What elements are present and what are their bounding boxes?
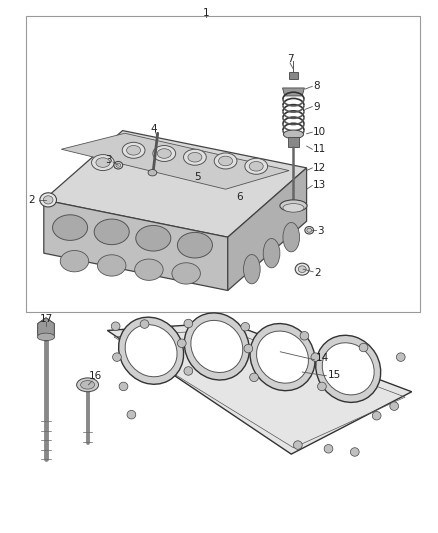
Ellipse shape	[324, 445, 333, 453]
Polygon shape	[44, 131, 307, 237]
Ellipse shape	[135, 259, 163, 280]
Ellipse shape	[136, 225, 171, 251]
Ellipse shape	[184, 319, 193, 328]
Ellipse shape	[316, 335, 381, 402]
Ellipse shape	[53, 215, 88, 240]
Ellipse shape	[295, 263, 309, 275]
Ellipse shape	[43, 196, 53, 204]
Ellipse shape	[244, 255, 260, 284]
Ellipse shape	[122, 142, 145, 158]
Ellipse shape	[125, 325, 177, 377]
Ellipse shape	[298, 266, 306, 272]
Ellipse shape	[97, 255, 126, 276]
Ellipse shape	[293, 441, 302, 449]
Ellipse shape	[214, 153, 237, 169]
Text: 11: 11	[313, 144, 326, 154]
Ellipse shape	[153, 146, 176, 161]
Ellipse shape	[241, 322, 250, 331]
Ellipse shape	[322, 343, 374, 395]
Text: 2: 2	[28, 195, 35, 205]
Ellipse shape	[283, 222, 300, 252]
Ellipse shape	[245, 158, 268, 174]
Text: 17: 17	[39, 314, 53, 324]
Ellipse shape	[60, 251, 88, 272]
Ellipse shape	[157, 149, 171, 158]
Ellipse shape	[127, 410, 136, 419]
Ellipse shape	[300, 332, 309, 340]
Ellipse shape	[390, 402, 399, 410]
Ellipse shape	[94, 219, 129, 245]
Ellipse shape	[114, 161, 123, 169]
Polygon shape	[61, 133, 289, 189]
Ellipse shape	[250, 373, 258, 382]
Text: 3: 3	[105, 155, 112, 165]
Text: 13: 13	[313, 181, 326, 190]
Polygon shape	[44, 200, 228, 290]
Text: 4: 4	[151, 124, 158, 134]
Text: 3: 3	[317, 227, 324, 236]
Ellipse shape	[249, 161, 263, 171]
Ellipse shape	[77, 378, 99, 392]
Text: 7: 7	[286, 54, 293, 63]
Polygon shape	[283, 88, 304, 96]
Ellipse shape	[280, 200, 307, 212]
Text: 6: 6	[237, 192, 244, 202]
Ellipse shape	[184, 149, 206, 165]
Ellipse shape	[359, 343, 368, 352]
Ellipse shape	[81, 381, 95, 389]
Ellipse shape	[307, 228, 311, 232]
Ellipse shape	[37, 333, 55, 341]
Ellipse shape	[263, 239, 280, 268]
Text: 14: 14	[315, 353, 328, 363]
Ellipse shape	[396, 353, 405, 361]
Ellipse shape	[148, 169, 157, 176]
Text: 10: 10	[313, 127, 326, 136]
Text: 2: 2	[314, 268, 321, 278]
Ellipse shape	[116, 163, 121, 167]
Polygon shape	[107, 322, 412, 454]
Text: 9: 9	[313, 102, 320, 111]
Ellipse shape	[177, 232, 212, 258]
Ellipse shape	[219, 156, 233, 166]
Ellipse shape	[311, 353, 320, 361]
Text: 8: 8	[313, 82, 320, 91]
Ellipse shape	[40, 193, 57, 207]
Ellipse shape	[177, 339, 186, 348]
Text: 1: 1	[202, 9, 209, 18]
Ellipse shape	[305, 227, 314, 234]
Text: 16: 16	[89, 372, 102, 381]
Ellipse shape	[184, 367, 193, 375]
Ellipse shape	[127, 146, 141, 155]
Ellipse shape	[113, 353, 121, 361]
Ellipse shape	[184, 313, 249, 380]
Text: 12: 12	[313, 163, 326, 173]
Ellipse shape	[119, 382, 128, 391]
Ellipse shape	[244, 344, 253, 353]
Bar	[289, 72, 298, 79]
Ellipse shape	[96, 158, 110, 167]
Bar	[288, 137, 299, 147]
Ellipse shape	[140, 320, 149, 328]
Ellipse shape	[283, 130, 304, 139]
Text: 15: 15	[328, 370, 341, 380]
Ellipse shape	[283, 204, 304, 212]
Ellipse shape	[350, 448, 359, 456]
Ellipse shape	[188, 152, 202, 162]
Text: 5: 5	[194, 172, 201, 182]
Bar	[26, 16, 420, 312]
Ellipse shape	[191, 320, 243, 373]
Ellipse shape	[172, 263, 201, 284]
Polygon shape	[228, 168, 307, 290]
Ellipse shape	[111, 322, 120, 330]
Ellipse shape	[119, 317, 184, 384]
Ellipse shape	[250, 324, 315, 391]
Ellipse shape	[318, 382, 326, 391]
Ellipse shape	[372, 411, 381, 420]
Ellipse shape	[257, 331, 308, 383]
Ellipse shape	[92, 155, 114, 171]
